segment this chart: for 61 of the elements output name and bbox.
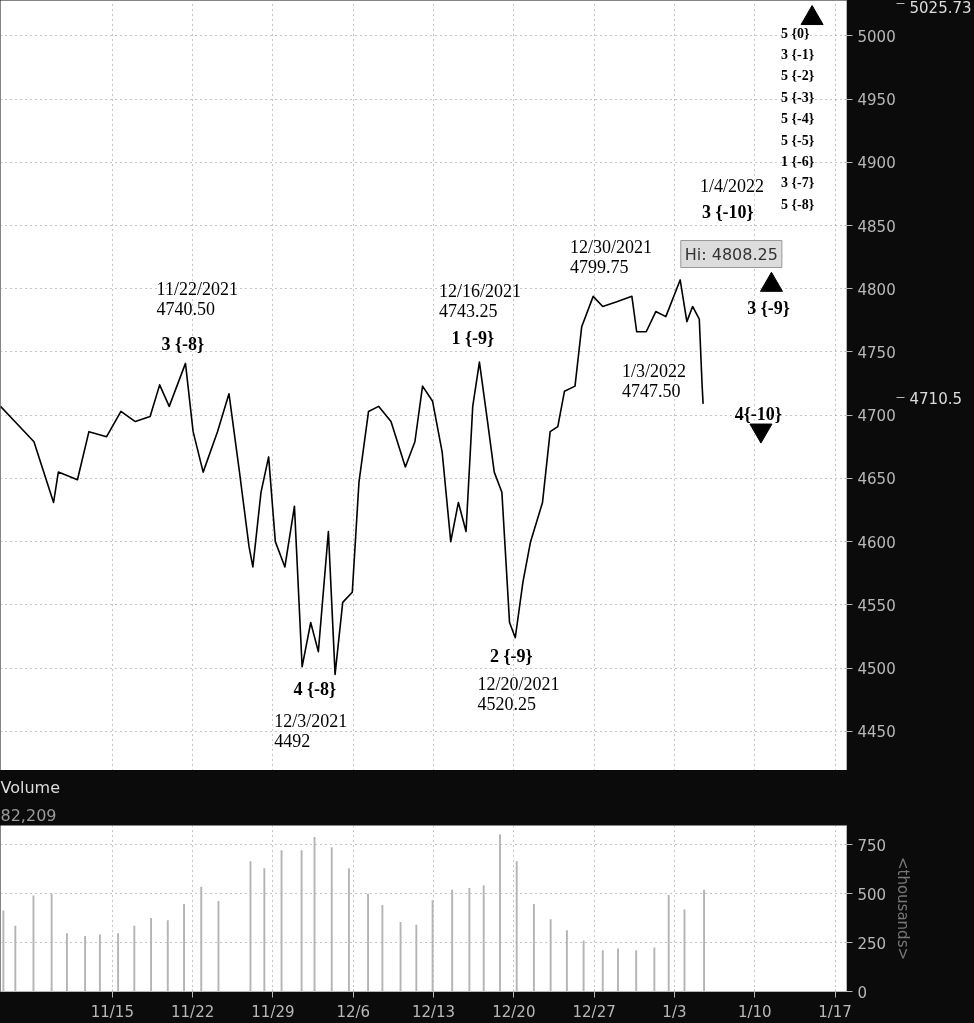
annotation: 5 {-5} [780,132,815,148]
annotation: 4 {-8} [293,678,337,699]
y-tick-label: 4900 [857,154,896,173]
text: 4710.5 [909,389,962,408]
annotation: 12/3/2021 [274,710,348,731]
x-tick-label: 1/10 [737,1002,772,1021]
annotation: 2 {-9} [489,645,533,666]
chart-subtitle: 82,209 [0,805,57,825]
annotation: 4743.25 [438,300,498,321]
y-tick-label: 500 [857,885,887,904]
x-tick-label: 12/27 [572,1002,616,1021]
x-tick-label: 1/3 [662,1002,687,1021]
y-tick-label: 4950 [857,91,896,110]
annotation: 5 {-4} [780,111,815,127]
annotation: 5 {0} [780,25,810,41]
annotation: 3 {-1} [780,46,815,62]
annotation: Hi: 4808.25 [684,244,778,264]
y-tick-label: 4550 [857,596,896,615]
annotation: 4799.75 [569,256,629,277]
y-tick-label: 4650 [857,470,896,489]
annotation: 1/3/2022 [621,360,687,381]
annotation: 4520.25 [477,693,536,714]
annotation: 5 {-2} [780,68,815,84]
annotation: 3 {-9} [747,297,790,318]
y-tick-label: 4500 [857,660,896,679]
x-tick-label: 12/6 [336,1002,371,1021]
annotation: 3 {-8} [161,333,205,354]
annotation: 4492 [274,730,311,751]
annotation: 4{-10} [734,403,782,424]
annotation: 4740.50 [156,298,216,319]
text: 5025.73 [909,0,972,17]
y-axis-title: <thousands> [894,856,913,961]
annotation: 12/30/2021 [569,236,652,257]
annotation: 1/4/2022 [700,175,765,196]
annotation: 1 {-9} [451,327,495,348]
annotation: 12/20/2021 [477,673,560,694]
annotation: 5 {-8} [780,196,815,212]
x-tick-label: 1/17 [818,1002,852,1021]
annotation: 3 {-7} [780,175,815,191]
y-tick-label: 4600 [857,533,896,552]
x-tick-label: 12/20 [492,1002,536,1021]
annotation: 3 {-10} [701,201,754,222]
y-tick-label: 4750 [857,343,896,362]
x-tick-label: 12/13 [411,1002,456,1021]
annotation: 1 {-6} [780,153,815,169]
x-tick-label: 11/29 [251,1002,295,1021]
y-tick-label: 0 [857,983,868,1002]
chart-title: Volume [0,777,61,797]
y-tick-label: 250 [857,934,887,953]
annotation: 5 {-3} [780,89,815,105]
y-tick-label: 4800 [857,280,896,299]
x-tick-label: 11/15 [90,1002,134,1021]
annotation: 4747.50 [621,380,681,401]
annotation: 12/16/2021 [438,280,521,301]
x-tick-label: 11/22 [171,1002,215,1021]
y-tick-label: 4450 [857,723,896,742]
y-tick-label: 750 [857,836,887,855]
annotation: 11/22/2021 [156,278,238,299]
y-tick-label: 4700 [857,407,896,426]
y-tick-label: 5000 [857,27,896,46]
y-tick-label: 4850 [857,217,896,236]
